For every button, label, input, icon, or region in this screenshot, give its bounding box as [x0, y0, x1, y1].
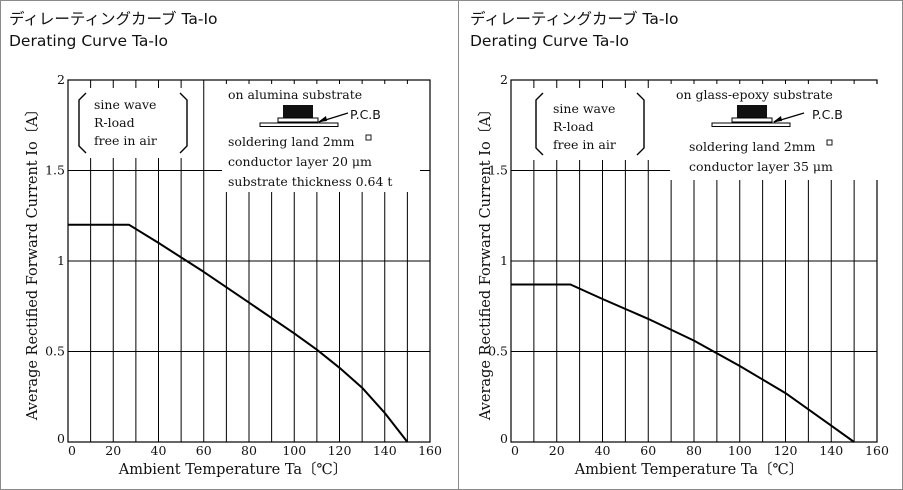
substrate-note-1-4: substrate thickness 0.64 t: [228, 174, 392, 189]
substrate-note-2-1: on glass-epoxy substrate: [676, 87, 833, 102]
x-tick-label-1-8: 160: [418, 443, 442, 458]
y-tick-label-1-2: 1: [57, 253, 65, 268]
y-axis-label-2: Average Rectified Forward Current Io〔A〕: [477, 102, 494, 421]
chart-panel-2: ディレーティングカーブ Ta-Io Derating Curve Ta-Io 0…: [470, 9, 889, 478]
pcb-label-1: P.C.B: [350, 107, 381, 122]
pcb-land-1: [277, 117, 319, 123]
substrate-note-1-1: on alumina substrate: [228, 87, 362, 102]
square-mark-1: [365, 134, 372, 141]
y-tick-label-2-2: 1: [500, 253, 508, 268]
tick-labels-2: 0 20 40 60 80 100 120 140 160 0 0.5 1 1.5 2: [488, 72, 889, 458]
x-tick-label-1-6: 120: [328, 443, 352, 458]
pcb-land-2: [731, 117, 773, 123]
substrate-note-1-2: soldering land 2mm: [228, 134, 355, 149]
left-brace-2: [535, 92, 544, 156]
x-tick-label-2-0: 0: [511, 443, 519, 458]
condition-line-1-1: sine wave: [94, 97, 156, 112]
condition-line-2-1: sine wave: [553, 101, 615, 116]
plot-frame-1: [67, 79, 431, 443]
panel-frame-1: [0, 0, 459, 490]
pcb-chip-1: [283, 105, 313, 119]
x-tick-label-1-5: 100: [282, 443, 306, 458]
pcb-arrowhead-1: [318, 116, 327, 122]
condition-line-2-2: R-load: [553, 119, 594, 134]
pcb-label-2: P.C.B: [812, 107, 843, 122]
y-tick-label-2-1: 0.5: [488, 344, 508, 359]
y-tick-label-1-3: 1.5: [45, 163, 65, 178]
series-line-2-0: [511, 283, 855, 443]
conditions-box-1: sine wave R-load free in air: [72, 88, 196, 158]
pcb-arrowhead-2: [773, 116, 782, 122]
right-brace-1: [179, 92, 188, 154]
x-tick-label-1-0: 0: [68, 443, 76, 458]
substrate-notes-bg-1: [222, 84, 420, 192]
conditions-box-bg-1: [72, 88, 196, 158]
chart-subtitle-1: Derating Curve Ta-Io: [9, 32, 168, 50]
x-tick-label-1-3: 60: [196, 443, 212, 458]
x-axis-label-2: Ambient Temperature Ta〔℃〕: [574, 461, 804, 478]
pcb-substrate-1: [259, 122, 339, 127]
series-group-1: [68, 223, 409, 443]
x-tick-label-2-5: 100: [728, 443, 752, 458]
chart-title-1: ディレーティングカーブ Ta-Io: [9, 9, 218, 28]
y-tick-label-1-4: 2: [57, 72, 65, 87]
x-axis-label-1: Ambient Temperature Ta〔℃〕: [118, 461, 348, 478]
series-line-1-0: [68, 223, 409, 443]
left-brace-1: [78, 92, 87, 154]
pcb-chip-2: [737, 105, 767, 119]
y-tick-label-2-4: 2: [500, 72, 508, 87]
substrate-notes-bg-2: [670, 84, 878, 180]
panel-frame-2: [458, 0, 903, 490]
substrate-notes-1: on alumina substrate P.C.B soldering lan…: [222, 84, 420, 192]
x-tick-label-2-3: 60: [640, 443, 656, 458]
condition-line-2-3: free in air: [553, 137, 616, 152]
series-group-2: [511, 283, 855, 443]
y-axis-label-1: Average Rectified Forward Current Io〔A〕: [24, 102, 41, 421]
pcb-diagram-2: P.C.B: [711, 105, 843, 127]
x-tick-label-1-7: 140: [373, 443, 397, 458]
x-tick-label-2-6: 120: [774, 443, 798, 458]
substrate-note-2-3: conductor layer 35 μm: [689, 159, 833, 174]
condition-line-1-3: free in air: [94, 133, 157, 148]
substrate-note-1-3: conductor layer 20 μm: [228, 154, 372, 169]
substrate-note-2-2: soldering land 2mm: [689, 139, 816, 154]
tick-labels-1: 0 20 40 60 80 100 120 140 160 0 0.5 1 1.5 2: [45, 72, 442, 458]
chart-panel-1: ディレーティングカーブ Ta-Io Derating Curve Ta-Io 0…: [9, 9, 442, 478]
chart-subtitle-2: Derating Curve Ta-Io: [470, 32, 629, 50]
chart-title-2: ディレーティングカーブ Ta-Io: [470, 9, 679, 28]
x-tick-label-2-2: 40: [595, 443, 611, 458]
pcb-diagram-1: P.C.B: [259, 105, 381, 127]
x-tick-label-2-1: 20: [549, 443, 565, 458]
x-tick-label-2-4: 80: [686, 443, 702, 458]
x-tick-label-2-8: 160: [865, 443, 889, 458]
y-tick-label-1-1: 0.5: [45, 344, 65, 359]
x-tick-label-1-1: 20: [105, 443, 121, 458]
plot-frame-2: [510, 79, 878, 443]
square-mark-2: [826, 139, 833, 146]
conditions-box-2: sine wave R-load free in air: [528, 88, 652, 160]
pcb-substrate-2: [711, 122, 791, 127]
y-tick-label-2-0: 0: [500, 431, 508, 446]
x-tick-label-1-2: 40: [151, 443, 167, 458]
x-tick-label-1-4: 80: [241, 443, 257, 458]
right-brace-2: [636, 92, 645, 156]
x-tick-label-2-7: 140: [819, 443, 843, 458]
y-tick-label-2-3: 1.5: [488, 163, 508, 178]
conditions-box-bg-2: [528, 88, 652, 160]
y-tick-label-1-0: 0: [57, 431, 65, 446]
condition-line-1-2: R-load: [94, 115, 135, 130]
substrate-notes-2: on glass-epoxy substrate P.C.B soldering…: [670, 84, 878, 180]
